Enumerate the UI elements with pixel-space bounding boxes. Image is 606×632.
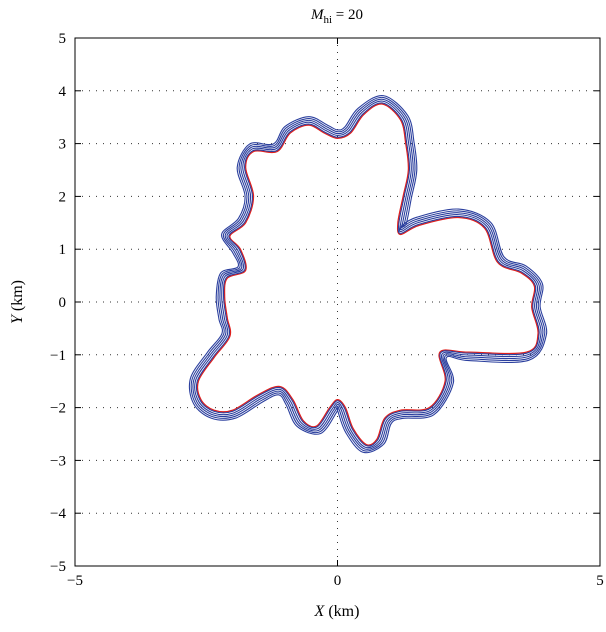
estimate-curve (194, 100, 542, 449)
y-axis-label: Y (km) (9, 280, 26, 324)
y-tick-label: 4 (59, 84, 67, 100)
chart-title-sub: hi (323, 14, 332, 26)
y-tick-label: −3 (50, 453, 66, 469)
y-axis-label-var: Y (9, 313, 26, 324)
estimate-curve (192, 98, 544, 450)
curves (188, 95, 548, 454)
y-tick-label: −1 (50, 348, 66, 364)
x-axis-label-var: X (314, 603, 326, 620)
chart-title-rest: = 20 (332, 7, 363, 23)
x-tick-label: 0 (334, 573, 342, 589)
estimate-curve (188, 95, 548, 454)
y-tick-label: 2 (59, 189, 67, 205)
x-axis-label-unit: (km) (324, 603, 359, 620)
y-axis-label-unit: (km) (9, 280, 26, 315)
y-tick-label: −5 (50, 559, 66, 575)
y-tick-label: 5 (59, 31, 67, 47)
chart-title-var: M (310, 7, 325, 23)
y-tick-label: −2 (50, 401, 66, 417)
y-tick-label: −4 (50, 506, 66, 522)
x-tick-label: −5 (67, 573, 83, 589)
y-tick-label: 1 (59, 242, 67, 258)
x-tick-label: 5 (596, 573, 604, 589)
plot-area (75, 38, 600, 566)
estimate-curve (190, 96, 546, 452)
y-tick-label: 3 (59, 137, 67, 153)
chart-title: Mhi = 20 (310, 7, 363, 26)
y-tick-label: 0 (59, 295, 67, 311)
ticks: −5 0 5 −5 −4 −3 −2 −1 0 1 2 3 4 5 (50, 31, 604, 589)
estimate-curve (195, 102, 540, 447)
x-axis-label: X (km) (314, 603, 360, 620)
target-curve (196, 103, 539, 446)
